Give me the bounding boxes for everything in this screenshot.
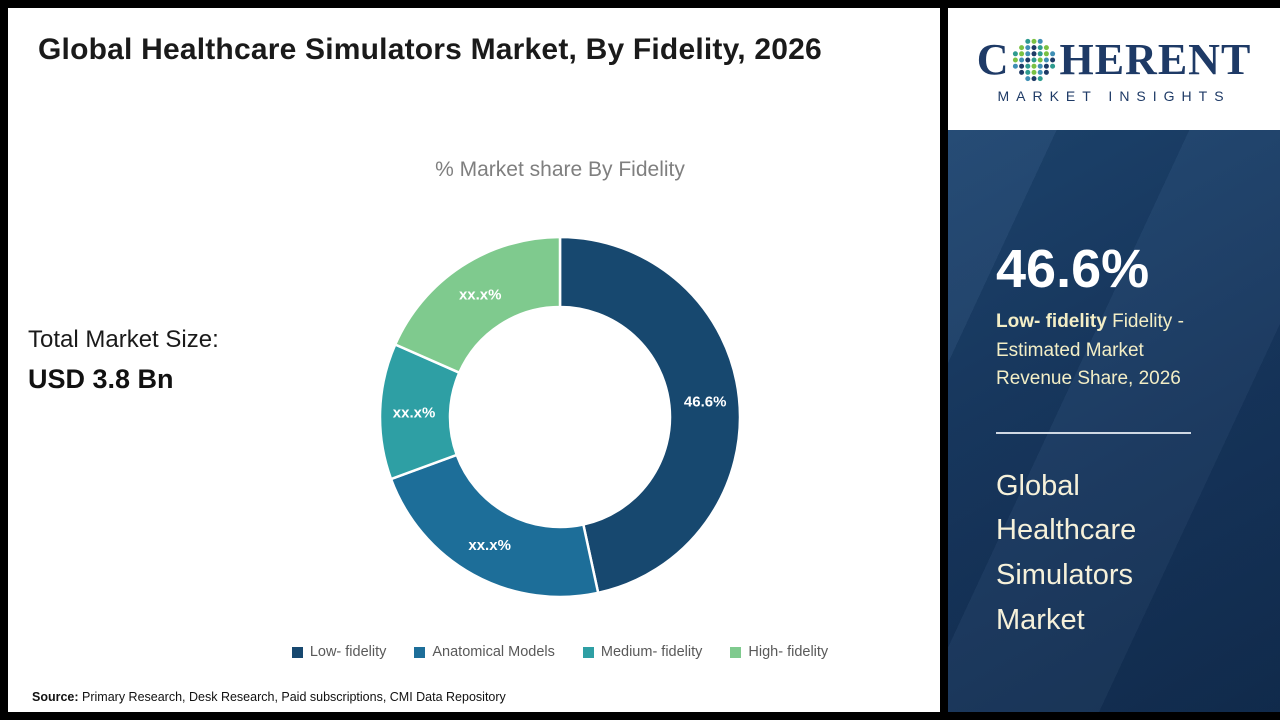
chart-legend: Low- fidelity Anatomical Models Medium- fi…	[170, 644, 950, 660]
logo-dot	[1044, 69, 1050, 75]
logo-dot	[1025, 57, 1031, 62]
logo-dot	[1031, 63, 1037, 69]
logo-dot	[1013, 63, 1019, 69]
logo-globe-icon	[1013, 38, 1056, 81]
logo-dot	[1044, 50, 1050, 56]
source-text: Primary Research, Desk Research, Paid su…	[78, 690, 506, 704]
sidebar: C HERENT MARKET INSIGHTS 46.6% Low- fide…	[948, 8, 1280, 712]
page-title: Global Healthcare Simulators Market, By …	[38, 33, 822, 66]
donut-chart-svg: 46.6% xx.x% xx.x% xx.x%	[378, 235, 742, 599]
logo-dot	[1050, 50, 1056, 56]
logo-dot	[1031, 44, 1037, 50]
legend-swatch-anatomical-models	[414, 646, 426, 658]
logo-dot	[1038, 63, 1044, 69]
legend-label: Anatomical Models	[432, 644, 555, 660]
logo-dot	[1031, 57, 1037, 62]
logo-dot	[1019, 50, 1025, 56]
logo-dot	[1038, 69, 1044, 75]
total-market-size-label: Total Market Size:	[28, 326, 219, 353]
logo-dot	[1044, 57, 1050, 62]
donut-segment-low-fidelity	[558, 235, 742, 595]
legend-item-medium-fidelity: Medium- fidelity	[582, 644, 703, 660]
logo-dot	[1031, 75, 1037, 81]
legend-swatch-high-fidelity	[730, 646, 742, 658]
legend-swatch-medium-fidelity	[582, 646, 594, 658]
legend-label: High- fidelity	[748, 644, 829, 660]
legend-swatch-low-fidelity	[291, 646, 303, 658]
logo-dot	[1025, 50, 1031, 56]
main-panel: Global Healthcare Simulators Market, By …	[8, 8, 940, 712]
highlight-stat-description: Low- fidelity Fidelity - Estimated Marke…	[996, 308, 1221, 394]
logo-wordmark: C HERENT	[977, 34, 1252, 85]
logo-dot	[1025, 69, 1031, 75]
logo: C HERENT MARKET INSIGHTS	[948, 8, 1280, 130]
logo-dot	[1038, 57, 1044, 62]
logo-dot	[1038, 75, 1044, 81]
legend-label: Medium- fidelity	[600, 644, 703, 660]
highlight-stat-value: 46.6%	[996, 239, 1150, 299]
legend-item-low-fidelity: Low- fidelity	[291, 644, 387, 660]
donut-segment-high-fidelity	[393, 235, 562, 375]
donut-label-medium-fidelity: xx.x%	[393, 404, 436, 421]
source-line: Source: Primary Research, Desk Research,…	[32, 690, 506, 704]
stat-desc-segment: Low- fidelity	[996, 311, 1107, 332]
donut-label-anatomical-models: xx.x%	[468, 537, 511, 554]
logo-dot	[1050, 57, 1056, 62]
chart-subtitle: % Market share By Fidelity	[435, 158, 685, 181]
logo-dot	[1038, 50, 1044, 56]
donut-segment-anatomical-models	[389, 453, 600, 599]
logo-dot	[1013, 57, 1019, 62]
sidebar-divider	[996, 431, 1191, 434]
logo-text-herent: HERENT	[1059, 35, 1252, 84]
logo-dot	[1013, 50, 1019, 56]
logo-dot	[1019, 69, 1025, 75]
donut-chart: 46.6% xx.x% xx.x% xx.x%	[370, 227, 750, 607]
legend-item-anatomical-models: Anatomical Models	[414, 644, 555, 660]
logo-tagline: MARKET INSIGHTS	[997, 88, 1231, 104]
total-market-size-value: USD 3.8 Bn	[28, 364, 174, 394]
logo-dot	[1050, 63, 1056, 69]
source-label: Source:	[32, 690, 79, 704]
logo-dot	[1025, 38, 1031, 44]
logo-text-c: C	[976, 35, 1010, 84]
sidebar-body: 46.6% Low- fidelity Fidelity - Estimated…	[948, 130, 1280, 712]
logo-dot	[1025, 63, 1031, 69]
logo-dot	[1025, 75, 1031, 81]
logo-dot	[1038, 44, 1044, 50]
logo-dot	[1025, 44, 1031, 50]
logo-dot	[1031, 69, 1037, 75]
logo-dot	[1038, 38, 1044, 44]
donut-label-low-fidelity: 46.6%	[684, 393, 727, 410]
legend-item-high-fidelity: High- fidelity	[730, 644, 828, 660]
logo-dot	[1044, 63, 1050, 69]
logo-dot	[1031, 38, 1037, 44]
total-market-size-block: Total Market Size: USD 3.8 Bn	[28, 326, 219, 395]
donut-label-high-fidelity: xx.x%	[459, 287, 502, 304]
logo-dot	[1044, 44, 1050, 50]
legend-label: Low- fidelity	[309, 644, 387, 660]
stat-desc-rest: Fidelity - Estimated Market Revenue Shar…	[996, 311, 1184, 389]
logo-dot	[1019, 57, 1025, 62]
logo-dot	[1019, 44, 1025, 50]
sidebar-market-title: Global Healthcare Simulators Market	[996, 469, 1137, 637]
logo-dot	[1031, 50, 1037, 56]
logo-dot	[1019, 63, 1025, 69]
